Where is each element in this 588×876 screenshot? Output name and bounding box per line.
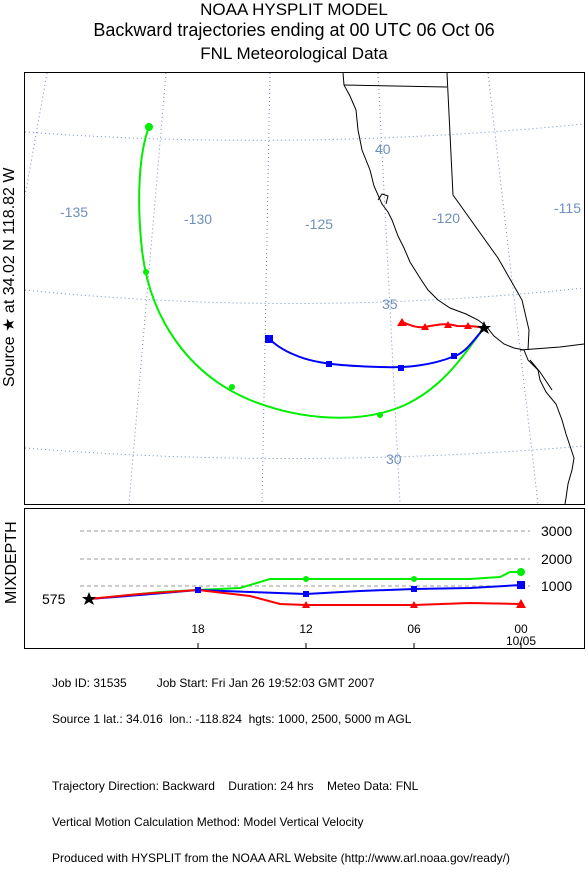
source-star-icon [477,321,491,334]
source-star-icon [82,592,96,605]
trajectory-line-1000m [401,321,485,329]
state-border-ca-nv [446,72,530,351]
start-height-label: 575 [42,591,66,607]
green-circle-marker [229,384,235,390]
meridian-140 [24,72,48,197]
green-circle-marker [377,412,383,418]
green-circle-marker [411,576,417,582]
blue-square-marker [451,353,457,359]
state-border-ca-or [343,84,448,88]
blue-square-marker [411,586,417,592]
blue-square-marker [398,365,404,371]
red-triangle-marker [302,601,310,608]
mixdepth-markers [195,568,526,608]
parallel-40 [24,123,585,141]
green-circle-marker [145,123,153,131]
border-us-mexico [519,343,585,351]
title-line-2: Backward trajectories ending at 00 UTC 0… [93,20,495,40]
graticule [24,72,585,505]
lon-label-115: -115 [554,200,581,216]
green-circle-marker [303,576,309,582]
red-triangle-marker [410,601,418,608]
time-label-12: 12 [299,622,313,636]
lat-label-35: 35 [382,296,398,312]
footer-line-2: Source 1 lat.: 34.016 lon.: -118.824 hgt… [52,712,412,726]
red-triangle-marker [444,321,452,328]
green-circle-marker [517,568,525,576]
blue-square-marker [265,335,273,343]
source-label: Source ★ at 34.02 N 118.82 W [1,167,18,387]
height-label-2000: 2000 [541,551,572,567]
red-triangle-marker [464,322,472,329]
mixdepth-line-1000m [88,588,522,606]
footer-line-4: Vertical Motion Calculation Method: Mode… [52,815,364,829]
sf-bay [377,193,389,205]
date-label: 10/05 [506,634,536,648]
red-triangle-marker [421,323,429,330]
time-label-06: 06 [407,622,421,636]
trajectory-line-2500m [268,327,485,369]
blue-square-marker [195,587,201,593]
footer-info: Job ID: 31535 Job Start: Fri Jan 26 19:5… [52,653,510,876]
colorado-river [529,359,553,391]
height-gridlines [80,530,530,587]
coastline-group [342,72,585,505]
coastline [342,72,575,505]
mixdepth-ylabel: MIXDEPTH [3,521,20,604]
trajectory-markers [143,123,472,418]
blue-square-marker [326,361,332,367]
footer-line-1: Job ID: 31535 Job Start: Fri Jan 26 19:5… [52,676,375,690]
parallel-30 [24,445,585,460]
time-label-18: 18 [191,622,205,636]
height-label-1000: 1000 [541,578,572,594]
green-circle-marker [143,269,149,275]
blue-square-marker [303,591,309,597]
lon-label-130: -130 [184,211,212,227]
title-line-1: NOAA HYSPLIT MODEL [200,0,388,19]
title-line-3: FNL Meteorological Data [200,44,388,63]
lon-label-125: -125 [305,216,333,232]
lon-label-135: -135 [60,204,88,220]
blue-square-marker [517,581,525,589]
meridian-135 [128,72,167,505]
red-triangle-marker [516,599,526,608]
figure: -135 -130 -125 -120 -115 40 35 30 Source… [1,72,585,649]
red-triangle-marker [397,318,407,326]
lat-label-40: 40 [375,141,391,157]
footer-line-3: Trajectory Direction: Backward Duration:… [52,779,419,793]
trajectory-line-5000m [138,126,485,419]
map-frame [24,72,585,505]
lat-label-30: 30 [386,451,402,467]
parallel-35 [24,287,585,304]
meridian-120 [487,72,539,505]
lon-label-120: -120 [432,210,460,226]
time-ticks [197,643,522,648]
height-label-3000: 3000 [541,523,572,539]
time-label-00: 00 [514,622,528,636]
footer-line-5: Produced with HYSPLIT from the NOAA ARL … [52,851,510,865]
